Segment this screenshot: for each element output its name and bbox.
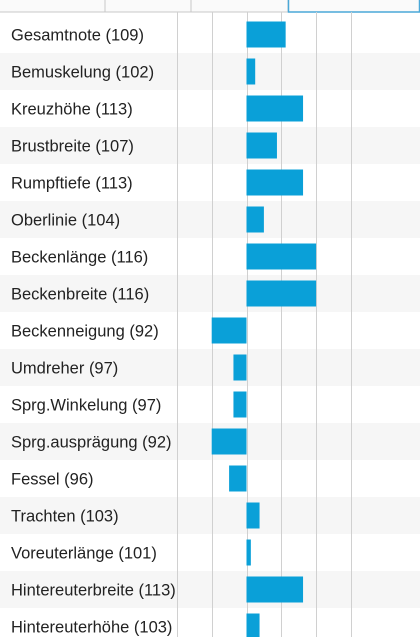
row-label: Beckenlänge (116) (11, 249, 148, 267)
row-stripe-14 (0, 497, 420, 534)
row-label: Bemuskelung (102) (11, 64, 154, 82)
row-stripe-6 (0, 201, 420, 238)
row-label: Oberlinie (104) (11, 212, 120, 230)
row-labels: Gesamtnote (109) Bemuskelung (102) Kreuzhö… (11, 27, 176, 637)
row-label: Rumpftiefe (113) (11, 175, 133, 193)
row-label: Umdreher (97) (11, 360, 118, 378)
row-label: Fessel (96) (11, 471, 94, 489)
bars (211, 21, 317, 637)
row-stripe-2 (0, 53, 420, 90)
row-label: Beckenbreite (116) (11, 286, 149, 304)
bar-gesamtnote (246, 21, 286, 48)
bar-beckenneigung (211, 317, 247, 344)
row-label: Sprg.ausprägung (92) (11, 434, 172, 452)
bar-rumpftiefe (246, 169, 304, 196)
bar-fessel (229, 465, 247, 492)
bar-kreuzhöhe (246, 95, 304, 122)
bar-umdreher (233, 354, 247, 381)
bar-brustbreite (246, 132, 277, 159)
tab-strip-background (0, 0, 420, 12)
bar-hintereuterbreite (246, 576, 304, 603)
row-label: Hintereuterhöhe (103) (11, 619, 172, 637)
row-stripe-8 (0, 275, 420, 312)
bar-beckenbreite (246, 280, 317, 307)
bar-sprg-winkelung (233, 391, 247, 418)
bar-bemuskelung (246, 58, 256, 85)
row-label: Sprg.Winkelung (97) (11, 397, 161, 415)
bar-sprg-ausprägung (211, 428, 247, 455)
bar-oberlinie (246, 206, 264, 233)
bar-voreuterlänge (246, 539, 251, 566)
row-stripe-16 (0, 571, 420, 608)
row-stripe-4 (0, 127, 420, 164)
row-label: Hintereuterbreite (113) (11, 582, 176, 600)
row-label: Beckenneigung (92) (11, 323, 159, 341)
row-stripes (0, 53, 420, 608)
row-stripe-10 (0, 349, 420, 386)
row-stripe-12 (0, 423, 420, 460)
row-label: Voreuterlänge (101) (11, 545, 157, 563)
row-label: Trachten (103) (11, 508, 119, 526)
row-label: Kreuzhöhe (113) (11, 101, 133, 119)
bar-hintereuterhöhe (246, 613, 260, 637)
bar-beckenlänge (246, 243, 317, 270)
row-label: Brustbreite (107) (11, 138, 134, 156)
top-tab-strip (0, 0, 420, 13)
row-label: Gesamtnote (109) (11, 27, 144, 45)
bar-trachten (246, 502, 260, 529)
